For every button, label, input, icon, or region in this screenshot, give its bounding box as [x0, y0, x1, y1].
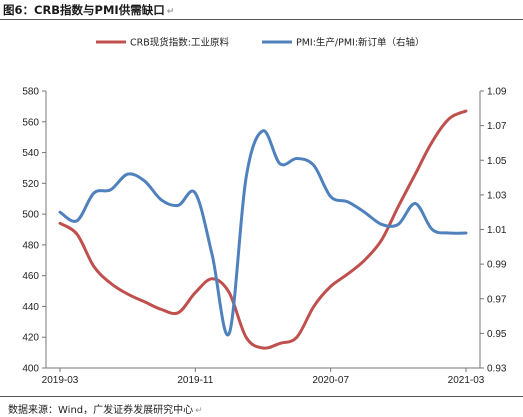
- pmi-ratio-series-line: [58, 129, 468, 337]
- left-tick-label: 500: [22, 210, 39, 221]
- source-rule: [0, 396, 523, 397]
- left-tick-label: 460: [22, 271, 39, 282]
- left-tick-label: 400: [22, 364, 39, 375]
- x-tick-label: 2020-07: [312, 375, 349, 386]
- right-tick-label: 1.07: [487, 121, 507, 132]
- right-tick-label: 1.03: [487, 190, 507, 201]
- figure-title: 图6：CRB指数与PMI供需缺口 ↵: [3, 3, 175, 17]
- crb-series-line: [58, 109, 468, 350]
- left-tick-label: 560: [22, 117, 39, 128]
- right-tick-label: 0.95: [487, 329, 507, 340]
- left-tick-label: 440: [22, 302, 39, 313]
- x-tick-label: 2021-03: [448, 375, 485, 386]
- left-tick-label: 580: [22, 87, 39, 98]
- right-tick-label: 1.09: [487, 87, 507, 98]
- right-tick-label: 0.93: [487, 364, 507, 375]
- right-tick-label: 1.05: [487, 156, 507, 167]
- right-tick-label: 1.01: [487, 225, 507, 236]
- return-mark: ↵: [195, 406, 203, 416]
- return-mark: ↵: [166, 7, 175, 17]
- left-tick-label: 520: [22, 179, 39, 190]
- left-tick-label: 480: [22, 240, 39, 251]
- left-tick-label: 420: [22, 333, 39, 344]
- x-tick-label: 2019-11: [177, 375, 213, 386]
- title-rule: [0, 19, 523, 20]
- right-tick-label: 0.97: [487, 294, 507, 305]
- right-tick-label: 0.99: [487, 260, 507, 271]
- legend-label: CRB现货指数:工业原料: [130, 37, 229, 49]
- legend-label: PMI:生产/PMI:新订单（右轴）: [296, 37, 425, 49]
- left-tick-label: 540: [22, 148, 39, 159]
- x-tick-label: 2019-03: [42, 375, 79, 386]
- source-note: 数据来源：Wind，广发证券发展研究中心 ↵: [8, 405, 203, 416]
